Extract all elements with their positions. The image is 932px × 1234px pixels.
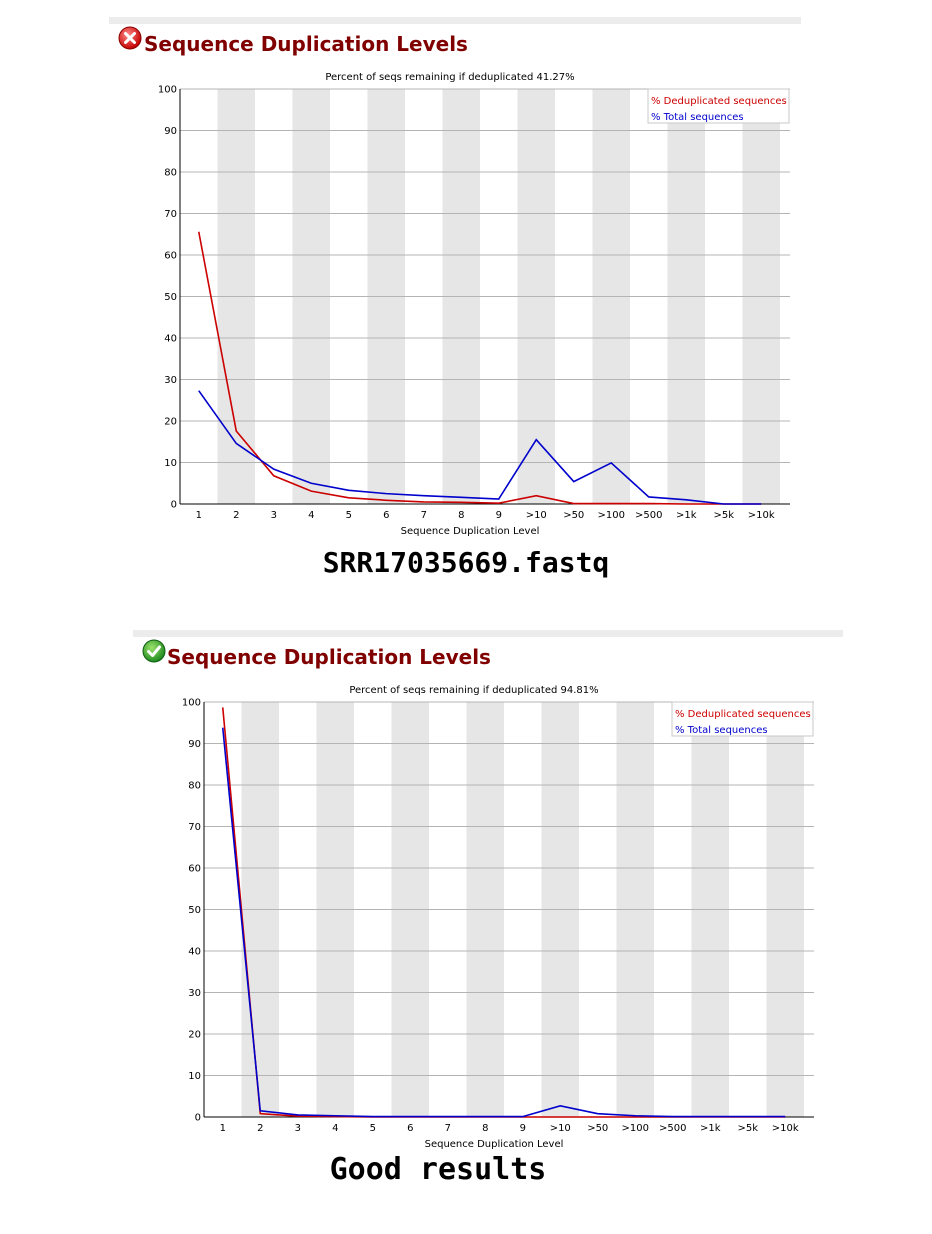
x-tick-label: >10 xyxy=(526,510,547,521)
x-tick-label: 4 xyxy=(332,1123,338,1134)
y-tick-label: 60 xyxy=(164,251,177,262)
duplication-chart: Percent of seqs remaining if deduplicate… xyxy=(158,72,790,537)
y-tick-label: 10 xyxy=(164,458,177,469)
x-tick-label: 8 xyxy=(482,1123,488,1134)
x-tick-label: >50 xyxy=(587,1123,608,1134)
duplication-chart: Percent of seqs remaining if deduplicate… xyxy=(182,685,814,1150)
y-tick-label: 70 xyxy=(164,209,177,220)
x-tick-label: >500 xyxy=(659,1123,686,1134)
y-tick-label: 20 xyxy=(188,1030,201,1041)
y-tick-label: 80 xyxy=(164,168,177,179)
y-tick-label: 50 xyxy=(164,292,177,303)
error-icon xyxy=(118,26,142,50)
x-tick-label: >100 xyxy=(622,1123,649,1134)
y-tick-label: 60 xyxy=(188,864,201,875)
x-tick-label: 5 xyxy=(370,1123,376,1134)
x-axis-label: Sequence Duplication Level xyxy=(401,526,540,537)
x-tick-label: 7 xyxy=(421,510,427,521)
check-icon xyxy=(142,639,166,663)
y-tick-label: 50 xyxy=(188,905,201,916)
y-tick-label: 100 xyxy=(158,85,177,96)
y-tick-label: 100 xyxy=(182,698,201,709)
section-title: Sequence Duplication Levels xyxy=(144,32,468,56)
series-line-total xyxy=(221,727,786,1118)
x-tick-label: >10k xyxy=(772,1123,799,1134)
x-tick-label: 6 xyxy=(407,1123,413,1134)
y-tick-label: 30 xyxy=(164,375,177,386)
y-tick-label: 70 xyxy=(188,822,201,833)
series-line-total xyxy=(198,390,762,505)
y-tick-label: 20 xyxy=(164,417,177,428)
x-tick-label: 4 xyxy=(308,510,314,521)
y-tick-label: 10 xyxy=(188,1071,201,1082)
x-tick-label: 3 xyxy=(271,510,277,521)
legend-entry: % Total sequences xyxy=(651,112,744,123)
y-tick-label: 90 xyxy=(164,126,177,137)
chart-title: Percent of seqs remaining if deduplicate… xyxy=(349,685,598,696)
series-line-deduplicated xyxy=(197,231,762,505)
x-tick-label: 5 xyxy=(346,510,352,521)
y-tick-label: 0 xyxy=(171,500,177,511)
x-tick-label: 2 xyxy=(233,510,239,521)
x-tick-label: >10k xyxy=(748,510,775,521)
section-header-bar xyxy=(133,630,843,637)
section-title: Sequence Duplication Levels xyxy=(167,645,491,669)
x-tick-label: >50 xyxy=(563,510,584,521)
x-tick-label: >10 xyxy=(550,1123,571,1134)
x-tick-label: >100 xyxy=(598,510,625,521)
x-tick-label: 8 xyxy=(458,510,464,521)
x-tick-label: 3 xyxy=(295,1123,301,1134)
x-tick-label: >1k xyxy=(676,510,697,521)
y-tick-label: 90 xyxy=(188,739,201,750)
x-tick-label: >5k xyxy=(737,1123,758,1134)
legend-entry: % Deduplicated sequences xyxy=(675,709,811,720)
y-tick-label: 40 xyxy=(164,334,177,345)
x-tick-label: 2 xyxy=(257,1123,263,1134)
y-tick-label: 0 xyxy=(195,1113,201,1124)
legend-entry: % Total sequences xyxy=(675,725,768,736)
file-caption: SRR17035669.fastq xyxy=(322,546,610,579)
x-tick-label: >500 xyxy=(635,510,662,521)
legend-box xyxy=(647,88,790,124)
x-tick-label: >1k xyxy=(700,1123,721,1134)
x-tick-label: 6 xyxy=(383,510,389,521)
x-tick-label: 9 xyxy=(520,1123,526,1134)
x-axis-label: Sequence Duplication Level xyxy=(425,1139,564,1150)
y-tick-label: 80 xyxy=(188,781,201,792)
results-caption: Good results xyxy=(329,1152,547,1187)
section-header-bar xyxy=(109,17,801,24)
y-tick-label: 30 xyxy=(188,988,201,999)
y-tick-label: 40 xyxy=(188,947,201,958)
x-tick-label: 1 xyxy=(196,510,202,521)
x-tick-label: >5k xyxy=(713,510,734,521)
chart-title: Percent of seqs remaining if deduplicate… xyxy=(325,72,574,83)
x-tick-label: 9 xyxy=(496,510,502,521)
legend-entry: % Deduplicated sequences xyxy=(651,96,787,107)
legend-box xyxy=(671,701,814,737)
x-tick-label: 1 xyxy=(220,1123,226,1134)
x-tick-label: 7 xyxy=(445,1123,451,1134)
